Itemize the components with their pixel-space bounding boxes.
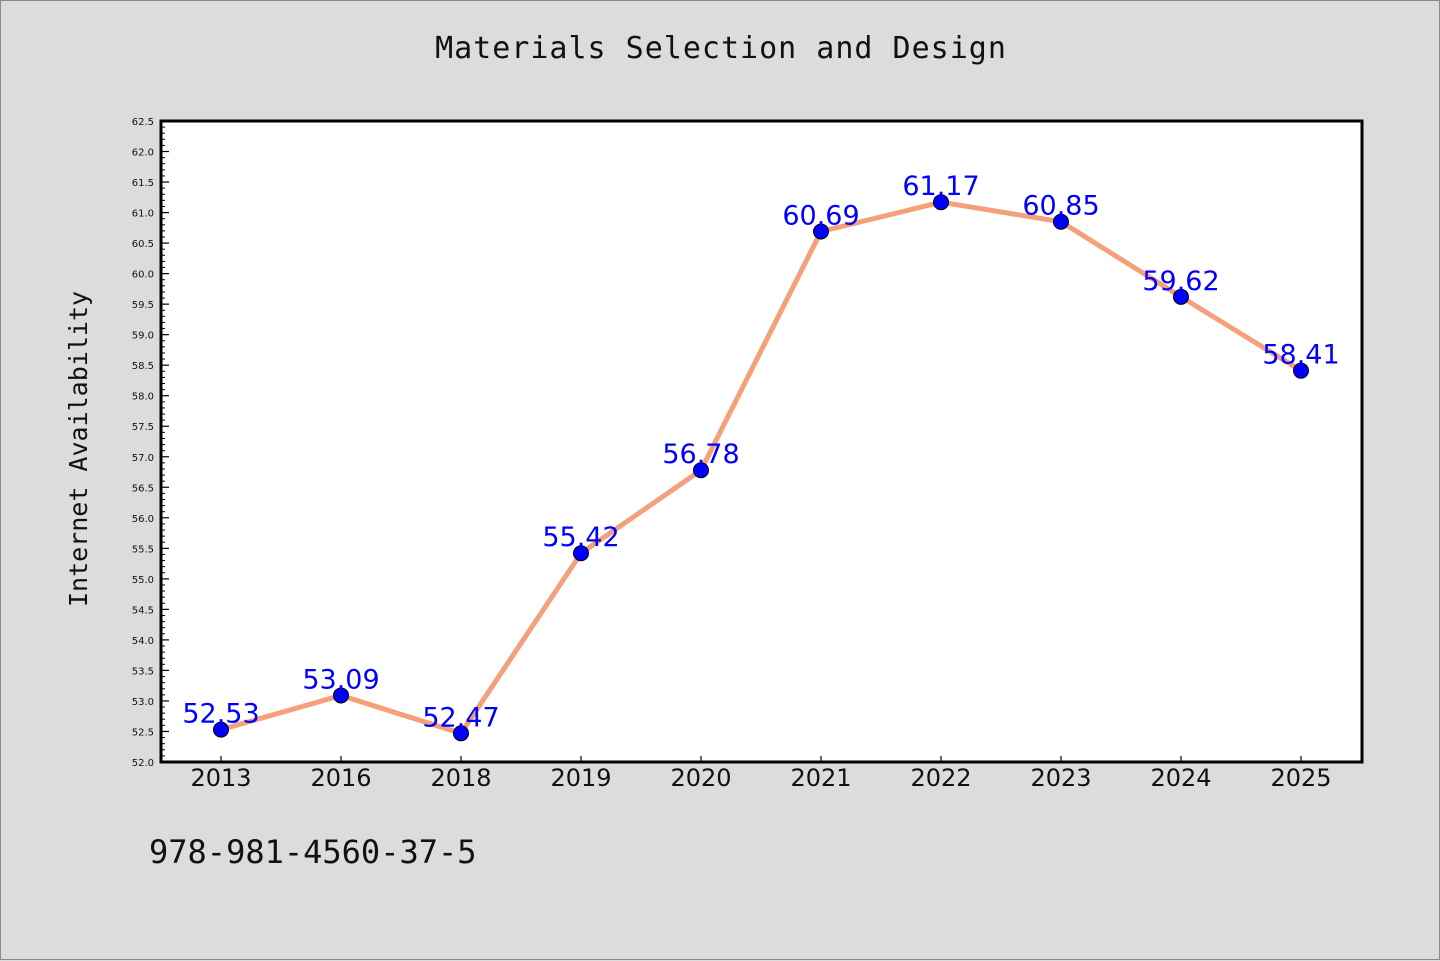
data-point <box>1293 362 1309 379</box>
y-tick-label: 58.5 <box>132 361 154 372</box>
data-point <box>1053 213 1069 230</box>
data-point <box>453 725 469 742</box>
x-tick-label: 2025 <box>1270 764 1331 792</box>
x-tick-label: 2013 <box>190 764 251 792</box>
y-tick-label: 56.0 <box>132 514 154 525</box>
x-tick-label: 2020 <box>670 764 731 792</box>
y-axis-label: Internet Availability <box>64 291 93 607</box>
plot-area <box>159 119 1364 764</box>
data-point <box>813 223 829 240</box>
y-tick-label: 57.0 <box>132 453 154 464</box>
y-axis-ticks <box>161 120 1302 763</box>
y-tick-label: 56.5 <box>132 483 154 494</box>
y-tick-label: 54.0 <box>132 636 154 647</box>
y-tick-label: 55.5 <box>132 544 154 555</box>
data-label: 52.53 <box>182 699 259 730</box>
y-tick-label: 62.0 <box>132 148 154 159</box>
y-tick-label: 59.0 <box>132 331 154 342</box>
y-tick-label: 54.5 <box>132 605 154 616</box>
y-tick-label: 52.0 <box>132 758 154 769</box>
data-label: 56.78 <box>662 439 739 470</box>
data-label: 60.69 <box>782 200 859 231</box>
data-label: 61.17 <box>902 171 979 202</box>
y-tick-label: 55.0 <box>132 575 154 586</box>
x-tick-label: 2022 <box>910 764 971 792</box>
footer-code: 978-981-4560-37-5 <box>149 833 477 871</box>
x-tick-label: 2024 <box>1150 764 1211 792</box>
data-label: 60.85 <box>1022 191 1099 222</box>
data-point <box>693 462 709 479</box>
data-label: 58.41 <box>1262 340 1339 371</box>
series-line <box>218 199 1304 736</box>
data-point <box>1173 288 1189 305</box>
x-tick-label: 2023 <box>1030 764 1091 792</box>
x-tick-label: 2018 <box>430 764 491 792</box>
data-point <box>573 545 589 562</box>
y-tick-label: 62.5 <box>132 117 154 128</box>
y-tick-label: 53.0 <box>132 697 154 708</box>
y-tick-label: 60.5 <box>132 239 154 250</box>
data-label: 53.09 <box>302 664 379 695</box>
y-tick-label: 58.0 <box>132 392 154 403</box>
data-label: 59.62 <box>1142 266 1219 297</box>
data-labels: 52.53 53.09 52.47 55.42 56.78 60.69 61.17 60.85… <box>182 171 1339 733</box>
y-tick-label: 61.0 <box>132 209 154 220</box>
data-point <box>213 721 229 738</box>
data-point <box>333 687 349 704</box>
data-label: 52.47 <box>422 702 499 733</box>
y-axis-tick-labels: 52.0 52.5 53.0 53.5 54.0 54.5 55.0 55.5 56.0 56.5… <box>132 117 154 769</box>
x-tick-label: 2019 <box>550 764 611 792</box>
data-markers <box>213 194 1309 742</box>
y-tick-label: 60.0 <box>132 270 154 281</box>
y-tick-label: 52.5 <box>132 727 154 738</box>
y-tick-label: 57.5 <box>132 422 154 433</box>
chart-title: Materials Selection and Design <box>435 31 1007 66</box>
data-point <box>933 194 949 211</box>
x-tick-label: 2016 <box>310 764 371 792</box>
y-tick-label: 61.5 <box>132 178 154 189</box>
data-label: 55.42 <box>542 522 619 553</box>
y-tick-label: 59.5 <box>132 300 154 311</box>
x-axis-tick-labels: 2013 2016 2018 2019 2020 2021 2022 2023 2024 2025 <box>190 764 1331 792</box>
x-tick-label: 2021 <box>790 764 851 792</box>
y-tick-label: 53.5 <box>132 666 154 677</box>
